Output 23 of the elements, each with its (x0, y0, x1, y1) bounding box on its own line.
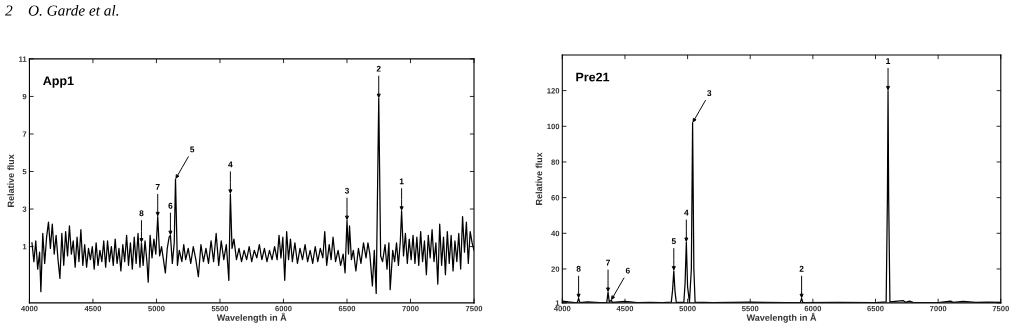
annotation: 5 (671, 238, 676, 245)
text: Pre21 (576, 72, 610, 82)
annotation: 1 (886, 58, 891, 64)
annotation: 8 (576, 265, 581, 272)
annotation: 4 (684, 209, 689, 216)
annotation: 2 (799, 265, 804, 272)
annotation: 6 (625, 267, 630, 274)
annotation: 7 (606, 259, 610, 266)
annotation: 5 (190, 146, 195, 153)
annotation: 4 (228, 161, 233, 168)
y-axis-title: Relative flux (535, 152, 543, 205)
x-axis-title: Wavelength in Å (746, 312, 817, 323)
annotation: 7 (155, 184, 160, 190)
annotation: 8 (139, 210, 144, 217)
annotation: 1 (399, 178, 404, 185)
annotation: 6 (168, 202, 173, 209)
annotation: 3 (344, 187, 349, 194)
x-axis-title: Wavelength in Å (216, 312, 287, 323)
annotation: 3 (707, 90, 712, 97)
annotation: 2 (376, 65, 381, 72)
text: 2 O. Garde et al. (5, 4, 119, 16)
y-axis-title: Relative flux (7, 154, 15, 207)
text: App1 (43, 76, 74, 88)
